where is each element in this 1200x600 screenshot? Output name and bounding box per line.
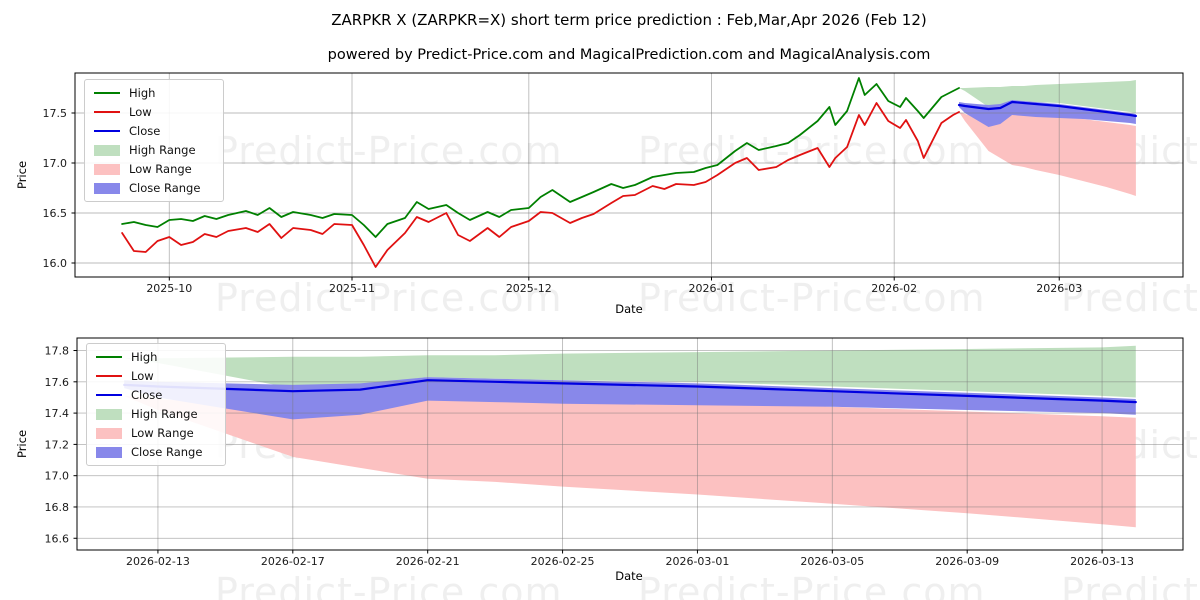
x-tick-label: 2026-03-05 bbox=[800, 555, 864, 568]
page-title: ZARPKR X (ZARPKR=X) short term price pre… bbox=[331, 11, 927, 29]
high-range-swatch bbox=[96, 408, 122, 420]
plot-border bbox=[74, 72, 1184, 278]
legend-label-low-range: Low Range bbox=[131, 426, 194, 440]
legend-item-low-range: Low Range bbox=[94, 162, 214, 176]
close-line-swatch bbox=[94, 129, 120, 133]
band-high-range bbox=[124, 345, 1136, 398]
x-tick-label: 2026-02-21 bbox=[396, 555, 460, 568]
legend-item-close: Close bbox=[94, 124, 214, 138]
x-tick-label: 2025-10 bbox=[146, 282, 192, 295]
legend-item-close: Close bbox=[96, 388, 216, 402]
low-range-swatch bbox=[94, 163, 120, 175]
high-line-swatch bbox=[96, 355, 122, 359]
low-line-swatch bbox=[94, 110, 120, 114]
x-tick-label: 2026-03 bbox=[1036, 282, 1082, 295]
y-tick-label: 16.8 bbox=[45, 501, 70, 514]
legend-bottom-chart: High Low Close High Range Low Range Clos… bbox=[86, 343, 226, 466]
legend-item-low-range: Low Range bbox=[96, 426, 216, 440]
band-high-range bbox=[959, 80, 1136, 113]
x-tick-label: 2026-02-13 bbox=[126, 555, 190, 568]
x-tick-label: 2026-02-17 bbox=[261, 555, 325, 568]
legend-label-low-range: Low Range bbox=[129, 162, 192, 176]
y-tick-label: 17.5 bbox=[43, 107, 68, 120]
legend-label-low: Low bbox=[129, 105, 152, 119]
x-tick-label: 2026-03-13 bbox=[1070, 555, 1134, 568]
series-high-line bbox=[121, 77, 960, 238]
y-axis-label-top: Price bbox=[15, 160, 29, 190]
legend-item-close-range: Close Range bbox=[94, 181, 214, 195]
close-range-swatch bbox=[96, 446, 122, 458]
legend-item-high: High bbox=[94, 86, 214, 100]
x-tick-label: 2026-01 bbox=[689, 282, 735, 295]
series-close-line bbox=[957, 100, 1138, 118]
page-subtitle: powered by Predict-Price.com and Magical… bbox=[327, 47, 931, 63]
y-tick-label: 17.0 bbox=[43, 157, 68, 170]
x-tick-label: 2026-03-09 bbox=[935, 555, 999, 568]
series-low-line bbox=[121, 102, 960, 268]
x-tick-label: 2026-03-01 bbox=[665, 555, 729, 568]
legend-label-close: Close bbox=[131, 388, 163, 402]
legend-label-close-range: Close Range bbox=[129, 181, 201, 195]
x-axis-label-top: Date bbox=[615, 302, 643, 316]
legend-item-low: Low bbox=[96, 369, 216, 383]
legend-label-high: High bbox=[131, 350, 158, 364]
close-line-swatch bbox=[96, 393, 122, 397]
high-line-swatch bbox=[94, 91, 120, 95]
y-tick-label: 17.0 bbox=[45, 470, 70, 483]
legend-label-low: Low bbox=[131, 369, 154, 383]
legend-item-close-range: Close Range bbox=[96, 445, 216, 459]
legend-item-high-range: High Range bbox=[94, 143, 214, 157]
legend-label-high-range: High Range bbox=[129, 143, 196, 157]
y-tick-label: 17.6 bbox=[45, 376, 70, 389]
legend-label-high-range: High Range bbox=[131, 407, 198, 421]
legend-item-high: High bbox=[96, 350, 216, 364]
band-low-range bbox=[959, 111, 1136, 196]
legend-label-high: High bbox=[129, 86, 156, 100]
y-tick-label: 16.6 bbox=[45, 532, 70, 545]
y-tick-label: 17.2 bbox=[45, 438, 70, 451]
x-tick-label: 2025-11 bbox=[329, 282, 375, 295]
legend-item-high-range: High Range bbox=[96, 407, 216, 421]
series-close-line bbox=[123, 379, 1137, 404]
legend-top-chart: High Low Close High Range Low Range Clos… bbox=[84, 79, 224, 202]
x-tick-label: 2026-02-25 bbox=[531, 555, 595, 568]
x-tick-label: 2026-02 bbox=[871, 282, 917, 295]
x-tick-label: 2025-12 bbox=[506, 282, 552, 295]
legend-item-low: Low bbox=[94, 105, 214, 119]
high-range-swatch bbox=[94, 144, 120, 156]
y-tick-label: 17.8 bbox=[45, 345, 70, 358]
y-tick-label: 16.0 bbox=[43, 257, 68, 270]
y-tick-label: 17.4 bbox=[45, 407, 70, 420]
band-low-range bbox=[124, 394, 1136, 528]
legend-label-close: Close bbox=[129, 124, 161, 138]
y-tick-label: 16.5 bbox=[43, 207, 68, 220]
y-axis-label-bottom: Price bbox=[15, 429, 29, 459]
close-range-swatch bbox=[94, 182, 120, 194]
low-range-swatch bbox=[96, 427, 122, 439]
x-axis-label-bottom: Date bbox=[615, 569, 643, 583]
low-line-swatch bbox=[96, 374, 122, 378]
legend-label-close-range: Close Range bbox=[131, 445, 203, 459]
